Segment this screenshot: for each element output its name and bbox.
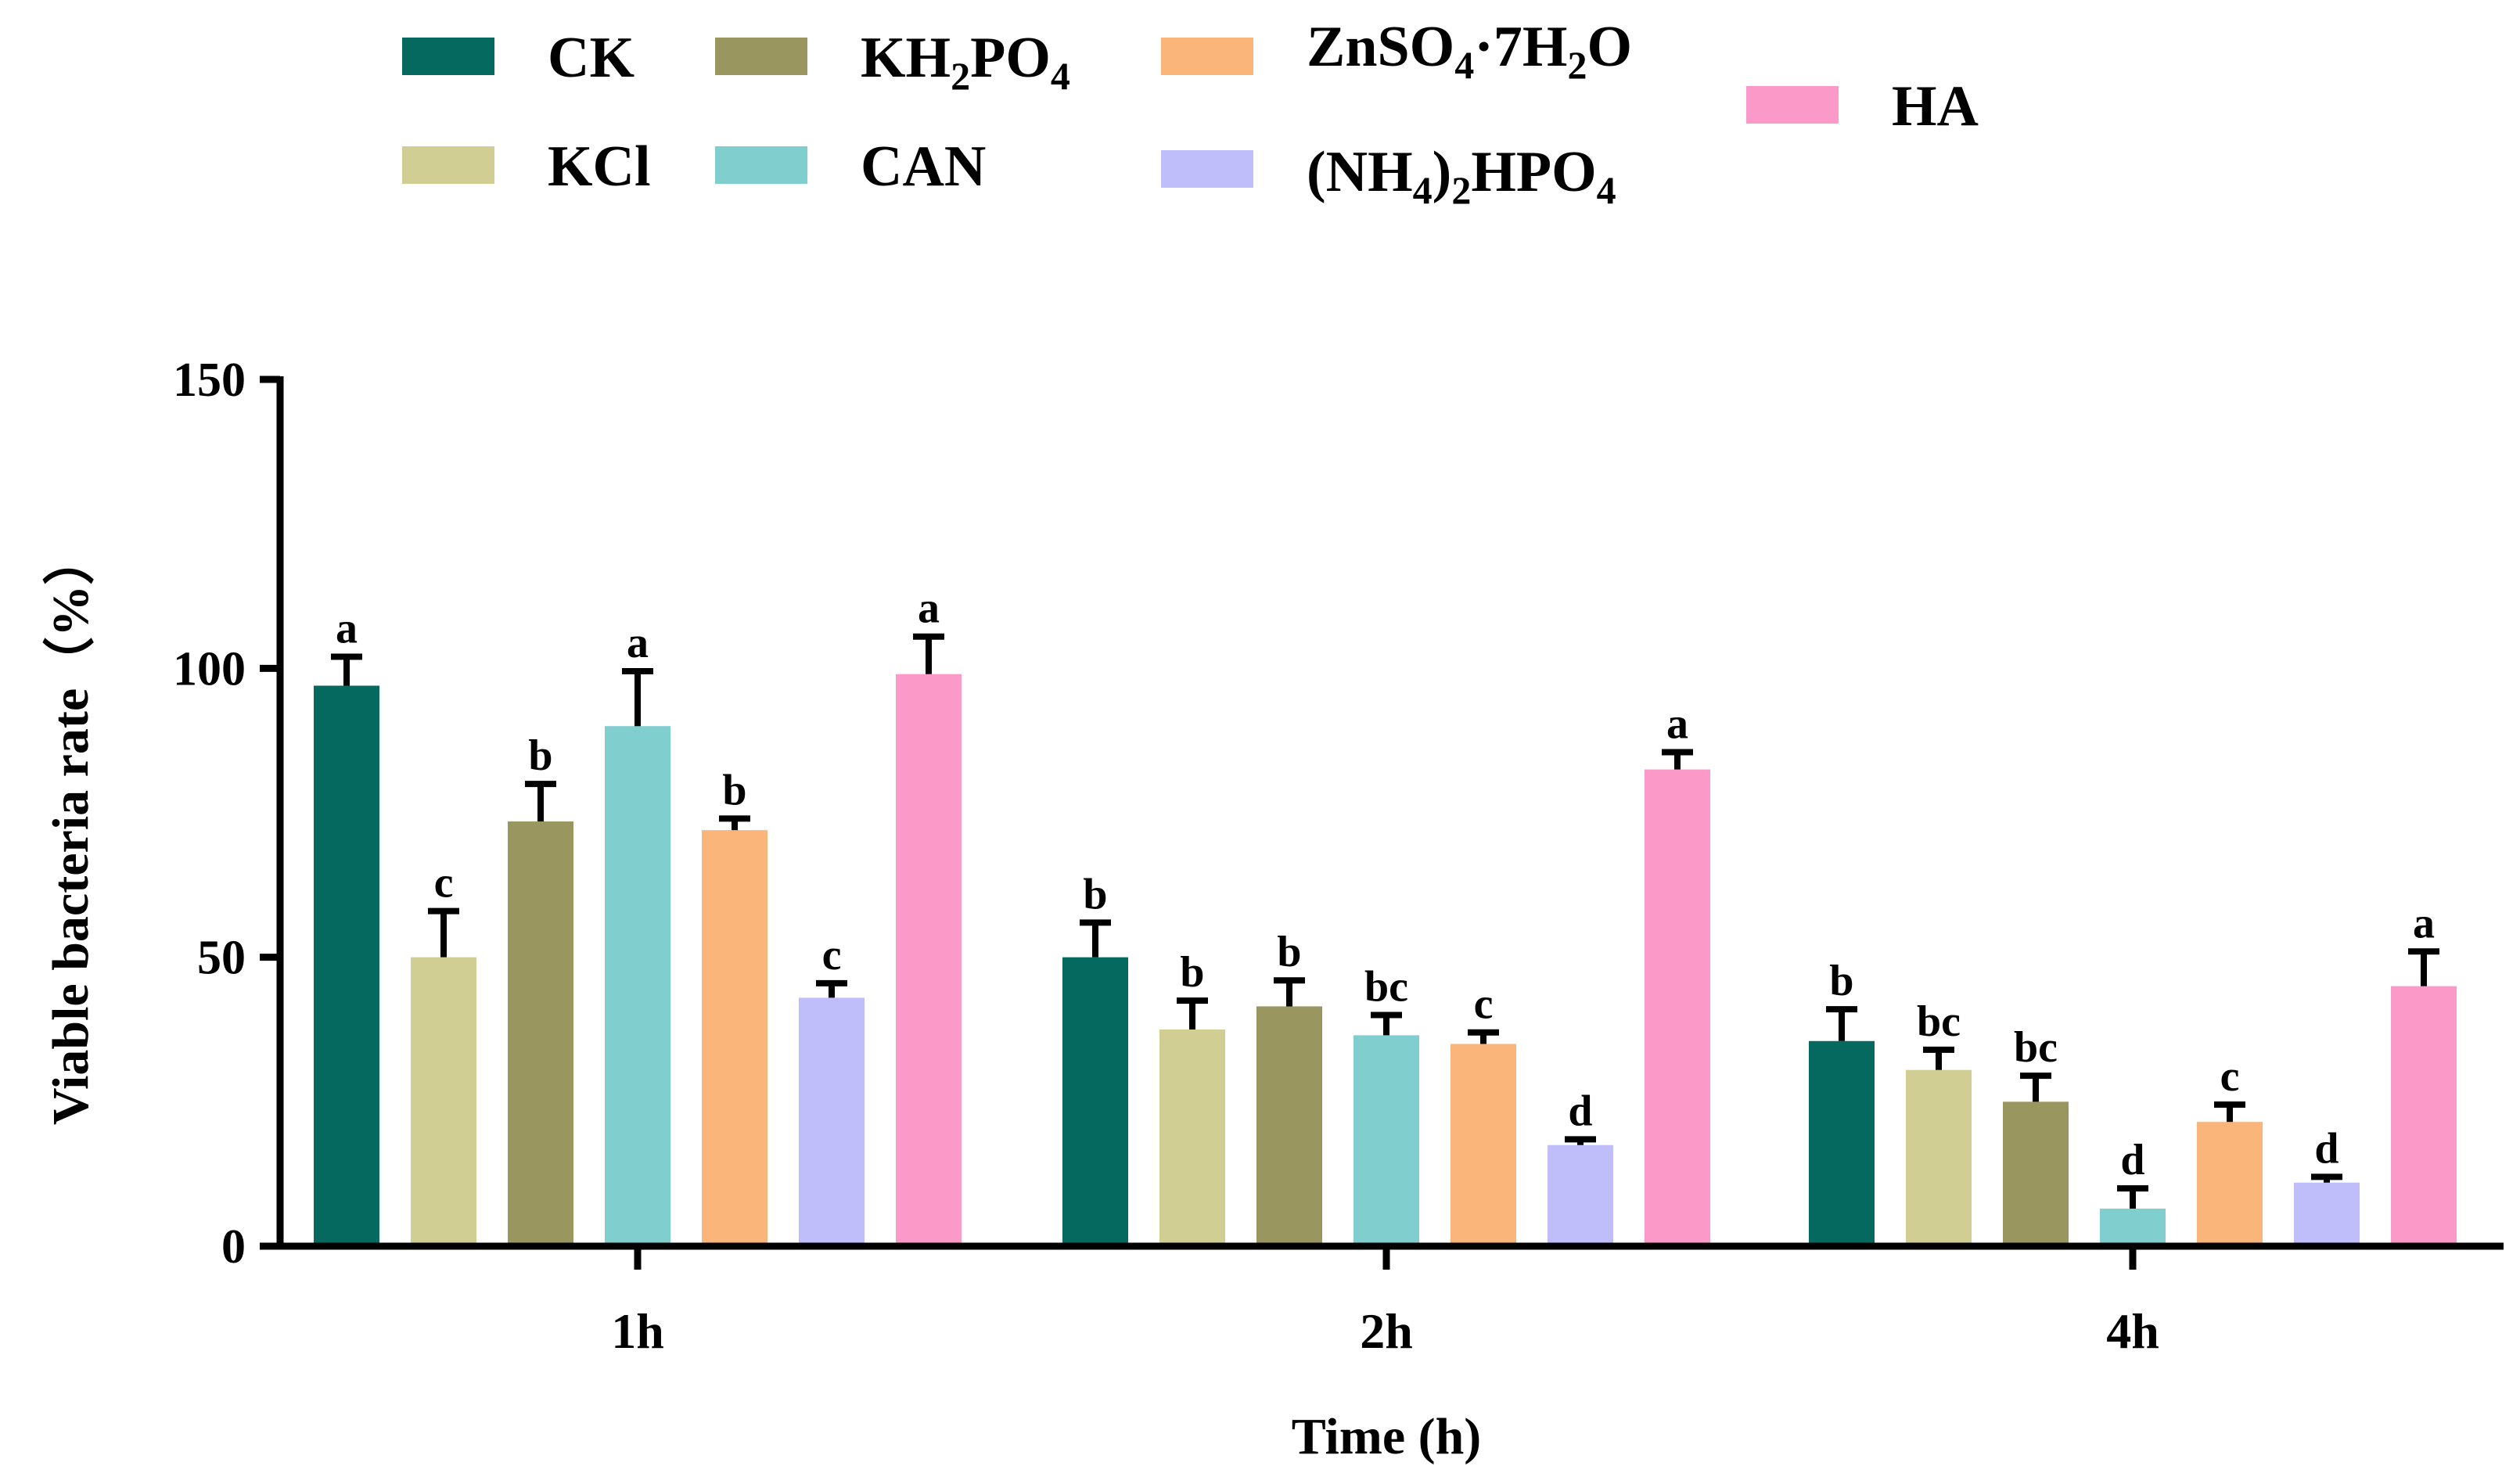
significance-letter: bc (2014, 1023, 2058, 1072)
bar-can-2h (1353, 1035, 1419, 1246)
legend-label-part: O (1587, 15, 1632, 79)
bar-ha-4h (2391, 986, 2457, 1246)
significance-letter: b (1083, 870, 1107, 918)
significance-letter: d (2120, 1136, 2144, 1184)
bar-ha-2h (1645, 769, 1710, 1246)
legend-label-part: 4 (1051, 54, 1070, 98)
significance-letter: b (1277, 928, 1301, 976)
legend-label-part: (NH (1307, 140, 1413, 204)
significance-letter: c (1474, 980, 1494, 1029)
bar-nh42hpo4-2h (1548, 1144, 1613, 1246)
legend-label-part: HA (1892, 74, 1979, 138)
x-tick-label: 2h (1360, 1303, 1413, 1359)
significance-letter: b (1180, 948, 1204, 997)
bar-znso47h2o-2h (1451, 1044, 1516, 1246)
significance-letter: bc (1364, 963, 1408, 1011)
bar-kcl-4h (1906, 1069, 1972, 1246)
legend-label-ha: HA (1892, 74, 1979, 138)
legend-swatch-kh2po4 (715, 38, 807, 75)
bar-kcl-1h (411, 957, 476, 1246)
significance-letter: a (1666, 699, 1688, 748)
legend-swatch-kcl (402, 146, 494, 184)
legend-label-part: ZnSO (1307, 15, 1454, 79)
legend-label-part: ·7H (1474, 15, 1567, 79)
legend-label-part: KH (861, 26, 951, 90)
legend-swatch-ck (402, 38, 494, 75)
significance-letter: c (2220, 1052, 2240, 1101)
legend-swatch-nh4hpo4 (1161, 150, 1253, 188)
legend-label-part: PO (970, 26, 1051, 90)
legend-label-part: 2 (1567, 43, 1587, 87)
y-tick-label: 150 (173, 354, 246, 407)
legend-label-znso4: ZnSO4·7H2O (1307, 15, 1632, 87)
significance-letter: d (2314, 1124, 2338, 1173)
y-axis-title: Viable bacteria rate（%） (41, 534, 99, 1125)
bar-kh2po4-2h (1256, 1006, 1322, 1246)
significance-letter: a (336, 605, 358, 653)
significance-letter: c (434, 859, 454, 907)
bar-can-4h (2100, 1208, 2166, 1246)
bar-ck-1h (314, 685, 379, 1246)
y-tick-label: 50 (197, 932, 246, 985)
significance-letter: a (627, 619, 649, 667)
legend-label-part: CK (548, 26, 634, 90)
legend-label-part: 4 (1597, 168, 1616, 212)
bar-znso47h2o-1h (702, 830, 768, 1246)
bar-ck-4h (1809, 1040, 1875, 1246)
legend-label-part: HPO (1471, 140, 1596, 204)
y-tick-label: 100 (173, 642, 246, 695)
significance-letter: b (722, 766, 746, 814)
bar-znso47h2o-4h (2197, 1122, 2263, 1246)
x-tick-label: 4h (2106, 1303, 2159, 1359)
legend-label-kh2po4: KH2PO4 (861, 26, 1070, 98)
legend-label-part: ) (1433, 140, 1452, 204)
bar-kcl-2h (1159, 1029, 1225, 1246)
significance-letter: b (1829, 957, 1853, 1005)
legend-label-part: CAN (861, 135, 986, 199)
x-axis-title: Time (h) (1292, 1408, 1482, 1465)
y-tick-label: 0 (221, 1220, 246, 1274)
legend-label-nh4hpo4: (NH4)2HPO4 (1307, 140, 1616, 212)
legend-swatch-ha (1746, 86, 1839, 124)
significance-letter: d (1568, 1087, 1592, 1135)
legend-label-kcl: KCl (548, 135, 651, 199)
bar-kh2po4-1h (508, 821, 573, 1246)
significance-letter: bc (1917, 997, 1961, 1046)
significance-letter: c (822, 931, 842, 979)
legend-label-part: KCl (548, 135, 651, 199)
bar-ck-2h (1062, 957, 1128, 1246)
x-tick-label: 1h (611, 1303, 664, 1359)
legend-swatch-can (715, 146, 807, 184)
bar-nh42hpo4-4h (2294, 1182, 2360, 1246)
legend-label-part: 2 (1451, 168, 1471, 212)
bar-can-1h (605, 726, 670, 1246)
significance-letter: a (2413, 899, 2435, 947)
bar-kh2po4-4h (2003, 1101, 2069, 1246)
significance-letter: b (528, 731, 552, 780)
legend-swatch-znso4 (1161, 38, 1253, 75)
legend-label-part: 4 (1413, 168, 1433, 212)
significance-letter: a (918, 584, 940, 633)
legend-label-part: 4 (1454, 43, 1474, 87)
legend-label-ck: CK (548, 26, 634, 90)
legend-label-can: CAN (861, 135, 986, 199)
axes: 0 50 100 150 1h 2h 4h (173, 354, 2504, 1359)
legend-label-part: 2 (951, 54, 970, 98)
bar-nh42hpo4-1h (799, 997, 865, 1246)
bar-ha-1h (896, 674, 962, 1246)
